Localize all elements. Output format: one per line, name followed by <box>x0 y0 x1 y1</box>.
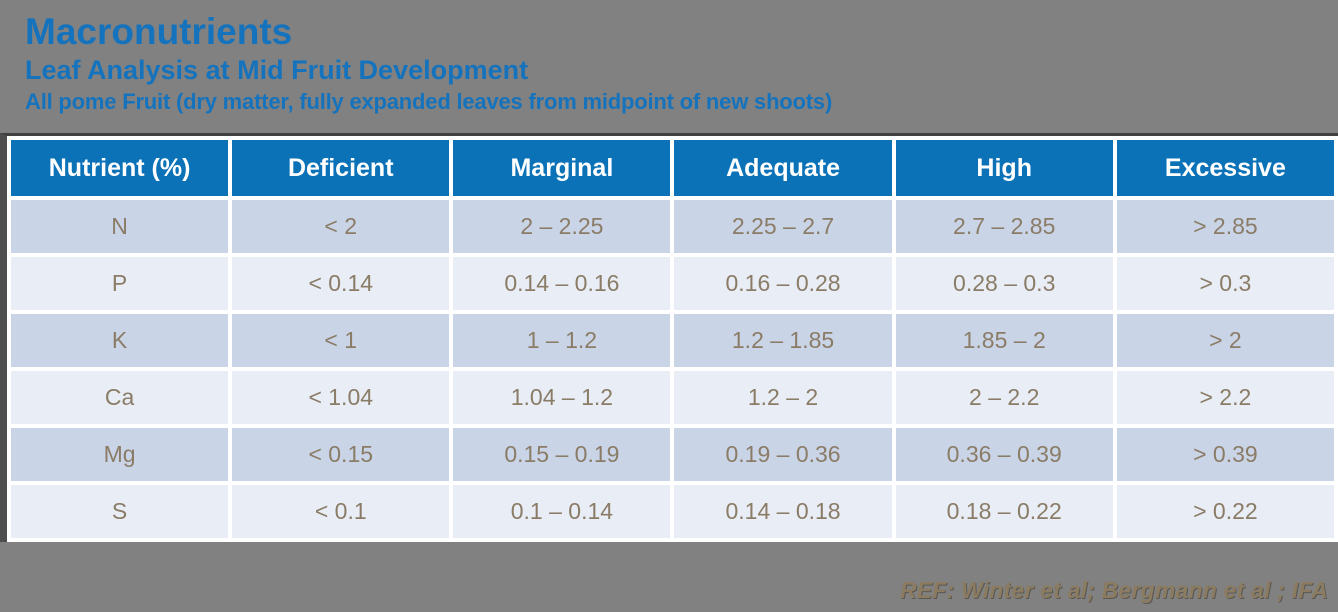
table-cell: > 0.3 <box>1116 257 1334 310</box>
table-cell: 2 – 2.2 <box>895 371 1113 424</box>
table-cell: < 1.04 <box>232 371 450 424</box>
nutrient-table: Nutrient (%) Deficient Marginal Adequate… <box>7 136 1338 542</box>
reference-text: REF: Winter et al; Bergmann et al ; IFA <box>899 577 1328 603</box>
column-header-nutrient: Nutrient (%) <box>11 140 229 196</box>
table-cell: 1.04 – 1.2 <box>453 371 671 424</box>
table-cell: 0.15 – 0.19 <box>453 428 671 481</box>
table-cell: < 0.1 <box>232 485 450 538</box>
column-header-adequate: Adequate <box>674 140 892 196</box>
table-header: Nutrient (%) Deficient Marginal Adequate… <box>11 140 1334 196</box>
table-cell: > 2.85 <box>1116 200 1334 253</box>
column-header-high: High <box>895 140 1113 196</box>
table-cell: N <box>11 200 229 253</box>
table-cell: 0.16 – 0.28 <box>674 257 892 310</box>
table-row-mg: Mg < 0.15 0.15 – 0.19 0.19 – 0.36 0.36 –… <box>11 428 1334 481</box>
table-header-row: Nutrient (%) Deficient Marginal Adequate… <box>11 140 1334 196</box>
table-cell: 0.14 – 0.18 <box>674 485 892 538</box>
table-row-s: S < 0.1 0.1 – 0.14 0.14 – 0.18 0.18 – 0.… <box>11 485 1334 538</box>
table-cell: 0.19 – 0.36 <box>674 428 892 481</box>
table-cell: Ca <box>11 371 229 424</box>
table-cell: 2 – 2.25 <box>453 200 671 253</box>
table-body: N < 2 2 – 2.25 2.25 – 2.7 2.7 – 2.85 > 2… <box>11 200 1334 538</box>
table-row-n: N < 2 2 – 2.25 2.25 – 2.7 2.7 – 2.85 > 2… <box>11 200 1334 253</box>
table-cell: 1.85 – 2 <box>895 314 1113 367</box>
table-cell: > 2 <box>1116 314 1334 367</box>
table-cell: 1.2 – 2 <box>674 371 892 424</box>
table-cell: Mg <box>11 428 229 481</box>
table-cell: 0.36 – 0.39 <box>895 428 1113 481</box>
table-cell: 0.14 – 0.16 <box>453 257 671 310</box>
table-row-k: K < 1 1 – 1.2 1.2 – 1.85 1.85 – 2 > 2 <box>11 314 1334 367</box>
column-header-deficient: Deficient <box>232 140 450 196</box>
table-cell: 2.25 – 2.7 <box>674 200 892 253</box>
title-block: Macronutrients Leaf Analysis at Mid Frui… <box>25 11 833 114</box>
column-header-marginal: Marginal <box>453 140 671 196</box>
column-header-excessive: Excessive <box>1116 140 1334 196</box>
table-row-p: P < 0.14 0.14 – 0.16 0.16 – 0.28 0.28 – … <box>11 257 1334 310</box>
table-cell: 1 – 1.2 <box>453 314 671 367</box>
table-cell: P <box>11 257 229 310</box>
table-cell: > 0.39 <box>1116 428 1334 481</box>
table-cell: 2.7 – 2.85 <box>895 200 1113 253</box>
table-cell: > 2.2 <box>1116 371 1334 424</box>
table-cell: 0.28 – 0.3 <box>895 257 1113 310</box>
table-cell: 1.2 – 1.85 <box>674 314 892 367</box>
nutrient-table-container: Nutrient (%) Deficient Marginal Adequate… <box>0 133 1338 542</box>
page-subsubtitle: All pome Fruit (dry matter, fully expand… <box>25 88 833 114</box>
table-cell: < 0.15 <box>232 428 450 481</box>
table-cell: S <box>11 485 229 538</box>
table-row-ca: Ca < 1.04 1.04 – 1.2 1.2 – 2 2 – 2.2 > 2… <box>11 371 1334 424</box>
table-cell: < 2 <box>232 200 450 253</box>
table-cell: K <box>11 314 229 367</box>
table-cell: > 0.22 <box>1116 485 1334 538</box>
table-cell: < 1 <box>232 314 450 367</box>
table-cell: 0.1 – 0.14 <box>453 485 671 538</box>
page-subtitle: Leaf Analysis at Mid Fruit Development <box>25 54 529 85</box>
table-cell: 0.18 – 0.22 <box>895 485 1113 538</box>
table-cell: < 0.14 <box>232 257 450 310</box>
page-title: Macronutrients <box>25 11 293 52</box>
